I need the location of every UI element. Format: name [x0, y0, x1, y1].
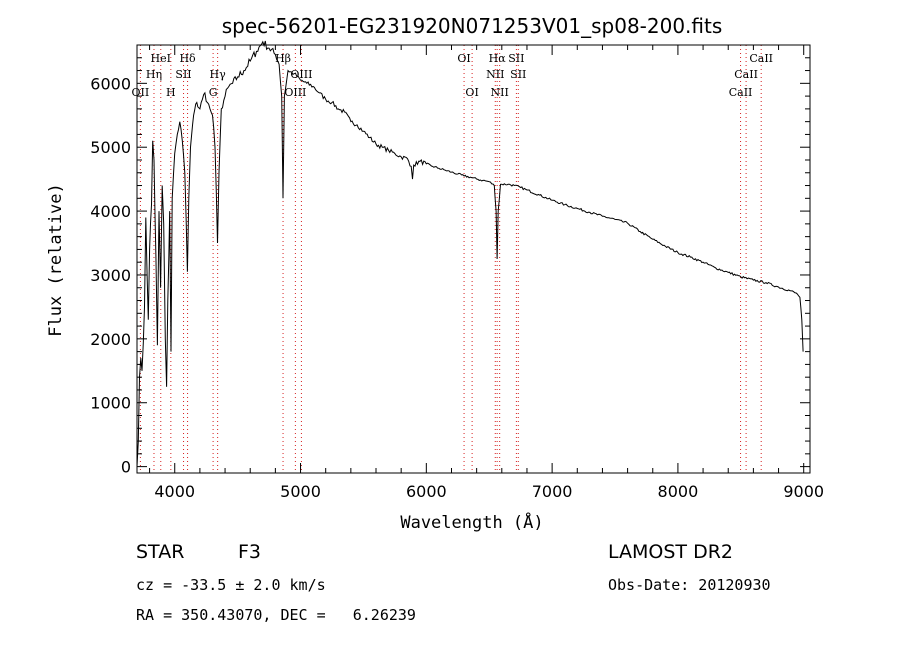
line-marker-label: CaII: [729, 86, 753, 99]
line-marker-label: Hβ: [275, 52, 291, 65]
line-marker-label: G: [209, 86, 218, 99]
line-marker-label: OIII: [290, 68, 312, 81]
survey-name: LAMOST DR2: [608, 541, 733, 563]
obs-date-text: Obs-Date: 20120930: [608, 576, 771, 594]
y-tick-label: 1000: [90, 394, 131, 413]
coordinates-text: RA = 350.43070, DEC = 6.26239: [136, 606, 416, 624]
line-marker-label: H: [166, 86, 176, 99]
x-tick-label: 8000: [658, 482, 699, 501]
line-marker-label: Hδ: [179, 52, 196, 65]
axis-ticks: 4000 5000 6000 7000 8000 9000 0 1000 2000 3000 400…: [90, 45, 824, 501]
line-marker-label: Hη: [146, 68, 162, 81]
y-axis-label: Flux (relative): [46, 183, 66, 337]
line-marker-label: HeI: [151, 52, 171, 65]
chart-title: spec-56201-EG231920N071253V01_sp08-200.f…: [222, 14, 723, 38]
line-marker-label: Hα: [489, 52, 507, 65]
spectral-line-labels: OIIHηHeIHSIIHδGHγHβOIIIOIIIOIOINIIHαNIIS…: [132, 52, 773, 99]
object-class: STAR: [136, 541, 184, 563]
line-marker-label: OII: [132, 86, 150, 99]
x-tick-label: 7000: [532, 482, 573, 501]
line-marker-label: NII: [486, 68, 504, 81]
spectral-line-markers: [139, 45, 762, 473]
line-marker-label: SII: [510, 68, 526, 81]
x-axis-label: Wavelength (Å): [400, 511, 543, 533]
x-tick-label: 4000: [154, 482, 195, 501]
y-tick-label: 0: [121, 458, 131, 477]
y-tick-label: 5000: [90, 138, 131, 157]
x-tick-label: 6000: [406, 482, 447, 501]
line-marker-label: SII: [508, 52, 524, 65]
line-marker-label: OIII: [284, 86, 306, 99]
line-marker-label: CaII: [749, 52, 773, 65]
line-marker-label: Hγ: [210, 68, 227, 81]
x-tick-label: 9000: [783, 482, 824, 501]
line-marker-label: NII: [491, 86, 509, 99]
y-tick-label: 4000: [90, 202, 131, 221]
line-marker-label: SII: [175, 68, 191, 81]
line-marker-label: OI: [465, 86, 478, 99]
x-tick-label: 5000: [280, 482, 321, 501]
line-marker-label: CaII: [734, 68, 758, 81]
redshift-text: cz = -33.5 ± 2.0 km/s: [136, 576, 326, 594]
object-subclass: F3: [238, 541, 261, 563]
spectrum-line: [136, 40, 804, 467]
line-marker-label: OI: [457, 52, 470, 65]
y-tick-label: 2000: [90, 330, 131, 349]
y-tick-label: 6000: [90, 74, 131, 93]
plot-frame: [136, 44, 811, 474]
y-tick-label: 3000: [90, 266, 131, 285]
